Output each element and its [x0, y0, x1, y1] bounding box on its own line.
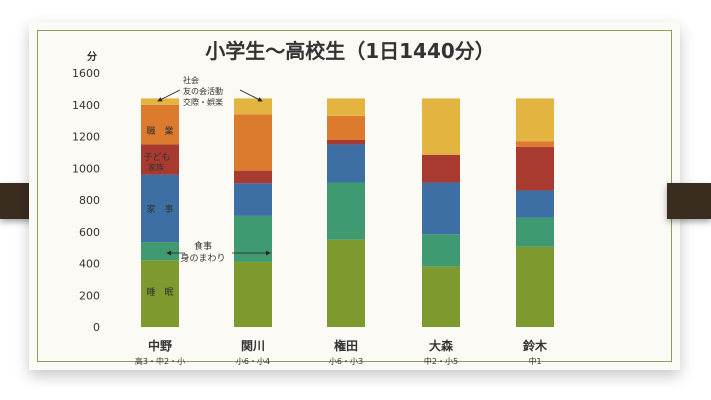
bar-segment	[516, 141, 554, 147]
bar-segment	[234, 170, 272, 184]
y-tick-label: 400	[79, 258, 100, 271]
annotations: 睡 眠 家 事 子ども 家族 職 業 食事 身のまわり 社会 友の会活動 交際・…	[143, 75, 271, 298]
y-tick-label: 1400	[72, 99, 100, 112]
x-tick-label: 中野	[148, 338, 172, 353]
y-tick-label: 1200	[72, 131, 100, 144]
bar-segment	[234, 261, 272, 327]
bar-segment	[234, 98, 272, 115]
annotation-arrow-social-right	[239, 89, 263, 102]
annotation-family-line1: 子ども	[143, 152, 170, 163]
bar-segment	[141, 174, 179, 243]
bar-segment	[516, 190, 554, 218]
bar-segment	[422, 266, 460, 327]
x-tick-sublabel: 中2・小5	[424, 356, 458, 366]
y-tick-label: 800	[79, 194, 100, 207]
annotation-arrow-social-left	[157, 89, 181, 102]
x-tick-sublabel: 小6・小3	[329, 357, 363, 366]
y-tick-label: 200	[79, 289, 100, 302]
annotation-meal-line2: 身のまわり	[180, 252, 225, 264]
bar-segment	[327, 98, 365, 116]
annotation-sleep: 睡 眠	[146, 286, 173, 298]
y-tick-label: 0	[93, 321, 100, 334]
bar-segment	[327, 115, 365, 140]
bar-segment	[327, 144, 365, 183]
bars-group	[141, 98, 554, 327]
annotation-social-line2: 友の会活動	[183, 86, 223, 96]
bar-segment	[327, 139, 365, 145]
bar-segment	[516, 217, 554, 247]
bar-segment	[327, 182, 365, 240]
annotation-social-line3: 交際・娯楽	[183, 97, 223, 107]
bar-segment	[516, 246, 554, 327]
bar-segment	[422, 98, 460, 155]
bar-segment	[141, 98, 179, 105]
y-axis-label: 分	[87, 50, 97, 63]
bar-segment	[516, 146, 554, 191]
bar-segment	[234, 114, 272, 171]
y-tick-label: 600	[79, 226, 100, 239]
y-tick-label: 1600	[72, 67, 100, 80]
x-tick-label: 関川	[241, 339, 265, 353]
bar-segment	[234, 183, 272, 216]
bar-segment	[234, 215, 272, 262]
x-tick-sublabel: 中1	[528, 356, 541, 366]
bar-segment	[516, 98, 554, 142]
clip-right-decoration	[667, 183, 711, 219]
bar-segment	[422, 182, 460, 235]
annotation-family-line2: 家族	[148, 162, 164, 172]
annotation-housework: 家 事	[146, 203, 173, 215]
bar-segment	[141, 242, 179, 261]
bar-segment	[327, 239, 365, 327]
bar-segment	[141, 260, 179, 327]
y-axis: 0 200 400 600 800 1000 1200 1400 1600	[72, 67, 100, 334]
bar-segment	[141, 104, 179, 145]
x-tick-label: 鈴木	[523, 338, 548, 353]
bar-segment	[422, 234, 460, 267]
x-tick-label: 権田	[334, 338, 358, 353]
annotation-job: 職 業	[146, 125, 173, 137]
annotation-meal-line1: 食事	[194, 240, 212, 252]
bar-segment	[141, 144, 179, 175]
x-tick-label: 大森	[429, 338, 454, 353]
x-tick-sublabel: 小6・小4	[236, 357, 270, 366]
bar-segment	[422, 154, 460, 183]
y-tick-label: 1000	[72, 162, 100, 175]
annotation-social-line1: 社会	[183, 75, 199, 85]
x-tick-sublabel: 高3・中2・小	[135, 356, 185, 366]
chart-title: 小学生～高校生（1日1440分）	[205, 39, 495, 63]
